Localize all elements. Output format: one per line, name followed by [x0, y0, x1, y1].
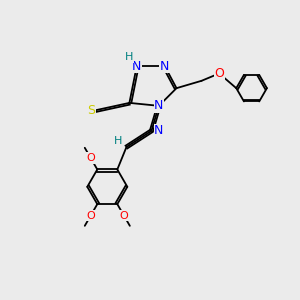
Text: O: O	[214, 67, 224, 80]
Text: O: O	[86, 153, 95, 163]
Text: N: N	[154, 124, 164, 137]
Text: O: O	[86, 211, 95, 220]
Text: N: N	[154, 99, 164, 112]
Text: H: H	[113, 136, 122, 146]
Text: S: S	[87, 104, 95, 117]
Text: O: O	[120, 211, 128, 220]
Text: H: H	[125, 52, 134, 62]
Text: N: N	[132, 60, 141, 73]
Text: N: N	[160, 60, 169, 73]
